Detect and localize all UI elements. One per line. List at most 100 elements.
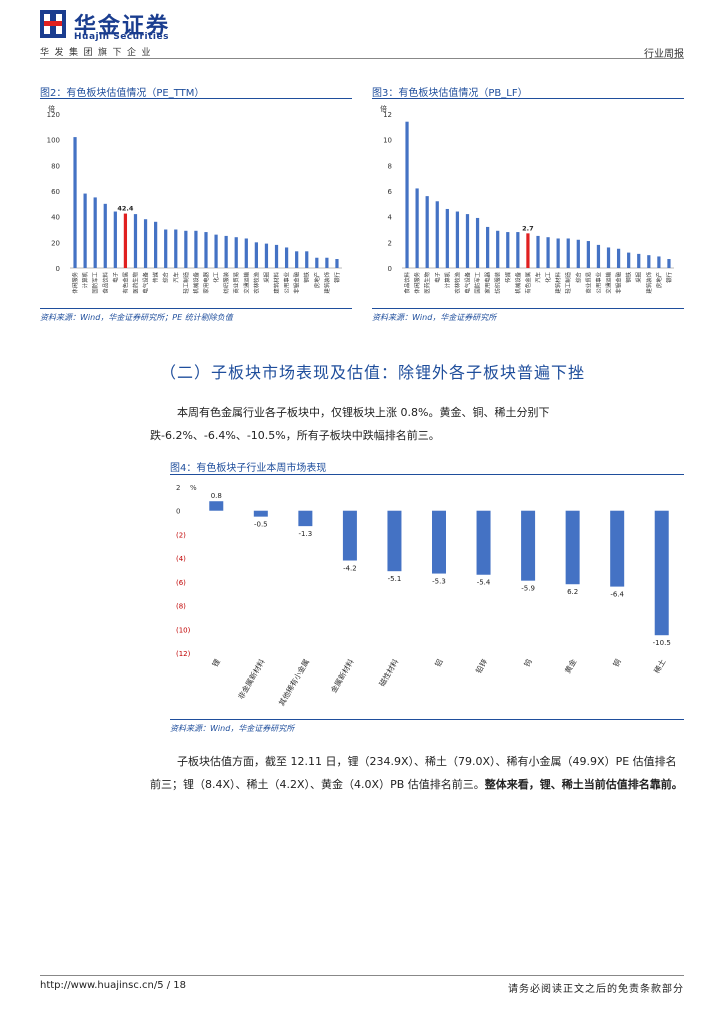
pb-bar — [475, 217, 480, 268]
pb-category-label: 食品饮料 — [403, 271, 411, 293]
pb-bar — [546, 237, 550, 268]
fig4-source-rule — [170, 719, 684, 720]
pe-category-label: 电子 — [111, 271, 119, 282]
pe-category-label: 机械设备 — [192, 271, 200, 293]
sub-category-label: 钨 — [521, 657, 534, 669]
pe-category-label: 纺织服装 — [222, 271, 230, 293]
pe-bar — [234, 237, 238, 268]
pe-bar — [154, 221, 158, 268]
sub-value-label: -5.3 — [432, 578, 446, 586]
pe-category-label: 采掘 — [262, 272, 270, 283]
sub-value-label: -5.9 — [521, 585, 535, 593]
pb-y-tick: 8 — [388, 162, 392, 170]
sub-category-label: 其他稀有小金属 — [276, 657, 311, 707]
fig4-source: 资料来源：Wind，华金证券研究所 — [170, 724, 295, 733]
pe-bar — [93, 197, 97, 268]
sub-bar — [610, 510, 625, 587]
fig2-title-rule — [40, 98, 352, 99]
pe-bar — [315, 257, 319, 268]
sub-bar — [565, 510, 580, 585]
sub-y-tick: 2 — [176, 484, 180, 492]
pe-category-label: 建筑装饰 — [323, 271, 331, 293]
sub-value-label: -5.4 — [477, 579, 491, 587]
sub-category-label: 铅锌 — [473, 657, 489, 675]
paragraph-market-performance: 本周有色金属行业各子板块中，仅锂板块上涨 0.8%。黄金、铜、稀土分别下跌-6.… — [150, 406, 550, 442]
fig4-title-rule — [170, 474, 684, 475]
pe-bar — [164, 229, 168, 268]
fig3-source-rule — [372, 308, 684, 309]
pb-category-label: 休闲服务 — [413, 271, 421, 293]
pb-category-label: 采掘 — [635, 272, 643, 283]
pb-category-label: 非银金融 — [615, 271, 623, 293]
pe-bar — [194, 230, 198, 268]
pe-category-label: 医药生物 — [131, 271, 139, 293]
logo-mark-icon — [40, 10, 66, 38]
sub-y-tick: (4) — [176, 555, 186, 563]
pe-y-tick: 0 — [56, 265, 60, 273]
pb-bar — [425, 196, 429, 268]
document-type: 行业周报 — [644, 49, 684, 60]
pb-category-label: 机械设备 — [514, 271, 522, 293]
pb-category-label: 建筑材料 — [554, 271, 562, 293]
pe-bar — [224, 235, 228, 268]
pe-category-label: 食品饮料 — [101, 271, 109, 293]
pb-y-tick: 0 — [388, 265, 392, 273]
pe-bar — [103, 203, 107, 268]
pe-data-label: 42.4 — [117, 205, 134, 213]
pb-category-label: 计算机 — [443, 271, 451, 288]
sub-y-unit: % — [190, 484, 197, 492]
sub-category-label: 锂 — [210, 657, 223, 669]
pb-bar — [667, 259, 671, 268]
pb-bar — [415, 188, 419, 268]
pe-y-tick: 60 — [51, 188, 60, 196]
sub-value-label: 6.2 — [567, 588, 578, 596]
fig2-title: 图2：有色板块估值情况（PE_TTM） — [40, 88, 205, 99]
pe-category-label: 家用电器 — [202, 271, 210, 293]
pe-y-tick: 100 — [47, 137, 60, 145]
sub-y-tick: (2) — [176, 531, 186, 539]
sub-category-label: 非金属新材料 — [235, 657, 266, 701]
pb-bar — [616, 248, 621, 268]
pe-bar — [254, 242, 258, 268]
pb-bar — [405, 121, 409, 268]
pe-bar — [143, 219, 148, 268]
sub-y-tick: (10) — [176, 626, 191, 634]
pe-y-unit: 倍 — [48, 104, 55, 113]
pe-y-tick: 120 — [47, 111, 60, 119]
header-divider — [40, 58, 684, 59]
pb-bar — [536, 235, 540, 268]
pb-bar — [435, 201, 439, 268]
pe-category-label: 交通运输 — [242, 271, 250, 293]
sub-bar — [342, 510, 357, 561]
fig2-source-rule — [40, 308, 352, 309]
valuation-conclusion: 整体来看，锂、稀土当前估值排名靠前。 — [484, 778, 683, 791]
pe-bar — [133, 214, 138, 268]
logo-english: Huajin Securities — [74, 32, 169, 42]
pe-category-label: 汽车 — [172, 271, 180, 282]
pb-category-label: 电气设备 — [463, 271, 471, 293]
pe-bar — [123, 213, 128, 268]
sub-value-label: 0.8 — [211, 492, 222, 500]
sub-y-tick: (6) — [176, 579, 186, 587]
pe-category-label: 银行 — [333, 271, 341, 282]
pe-category-label: 国防军工 — [91, 271, 99, 293]
pb-category-label: 房地产 — [655, 272, 663, 288]
pb-bar — [516, 232, 520, 268]
pb-bar — [566, 238, 570, 268]
pe-y-tick: 80 — [51, 162, 60, 170]
pe-bar — [264, 243, 269, 268]
pb-y-tick: 12 — [383, 111, 392, 119]
pe-bar — [244, 238, 248, 268]
pe-y-tick: 40 — [51, 214, 60, 222]
pe-bar — [325, 257, 329, 268]
pb-y-tick: 2 — [388, 239, 392, 247]
pe-bar — [174, 229, 178, 268]
pb-bar — [657, 256, 661, 268]
fig2-source: 资料来源：Wind，华金证券研究所；PE 统计剔除负值 — [40, 313, 233, 322]
pb-category-label: 国防军工 — [474, 271, 482, 293]
pe-bar — [214, 234, 218, 268]
pb-category-label: 商业贸易 — [584, 272, 592, 294]
pe-bar — [274, 244, 279, 268]
pb-bar — [606, 247, 611, 268]
sub-bar — [432, 510, 446, 574]
